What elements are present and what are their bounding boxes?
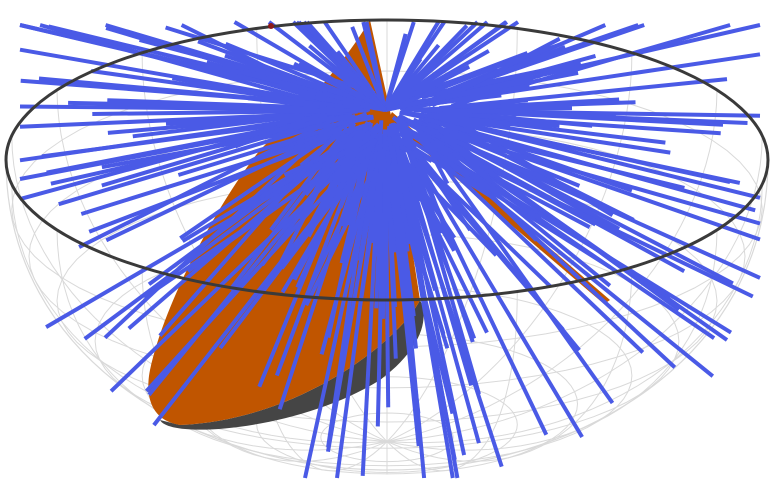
lineation-line — [400, 110, 671, 155]
lineation-line — [430, 127, 681, 312]
lineation-line — [303, 152, 379, 479]
lineation-line — [233, 20, 387, 112]
lineation-line — [306, 140, 359, 231]
lineation-line — [343, 128, 363, 157]
lineation-line — [247, 96, 320, 109]
lineation-line — [416, 126, 677, 369]
lineation-line — [383, 20, 509, 112]
lineation-line — [426, 112, 666, 145]
grid-meridian — [11, 135, 388, 443]
north-marker — [268, 23, 274, 29]
lineation-line — [424, 116, 756, 213]
lineation-line — [387, 156, 421, 447]
lineation-line — [158, 126, 344, 338]
grid-meridian — [141, 267, 388, 462]
lineation-line — [398, 144, 427, 164]
lineation-line — [78, 115, 340, 249]
lineation-line — [438, 116, 731, 184]
lineation-line — [19, 113, 328, 163]
lineation-line — [383, 33, 408, 111]
lineation-line — [401, 118, 454, 248]
lineation-line — [109, 138, 373, 393]
lineation-line — [321, 91, 386, 112]
lineation-line — [269, 126, 349, 232]
lineation-line — [384, 80, 516, 112]
lineation-line — [302, 20, 387, 112]
lineation-line — [341, 154, 371, 228]
lineation-line — [391, 133, 491, 198]
lineation-line — [384, 59, 513, 112]
hemisphere-rim — [4, 18, 770, 302]
lineation-line — [299, 132, 341, 167]
lineation-line — [143, 137, 376, 300]
lineation-line — [384, 49, 490, 112]
grid-meridian — [386, 291, 518, 472]
lineation-line — [273, 108, 369, 114]
lineation-line — [103, 121, 336, 340]
lineation-line — [127, 129, 359, 331]
lineation-line — [19, 110, 353, 129]
grid-meridian — [56, 89, 388, 443]
lineation-line — [361, 21, 387, 111]
lineation-line — [234, 112, 322, 149]
lineation-line — [257, 121, 370, 388]
lineation-line — [405, 93, 489, 111]
lineation-line — [399, 122, 481, 395]
grid-meridian — [11, 184, 388, 444]
plane-shadow — [160, 300, 424, 430]
lineation-line — [434, 23, 639, 97]
lineation-line — [413, 108, 520, 114]
lineation-line — [105, 122, 351, 243]
lineation-line — [19, 113, 352, 181]
lineation-line — [335, 133, 386, 479]
lineation-line — [101, 115, 374, 170]
lineation-line — [407, 121, 761, 226]
lineation-line — [441, 111, 517, 121]
lineation-line — [132, 111, 328, 139]
lineation-line — [391, 124, 477, 340]
lineation-line — [414, 125, 615, 405]
lineation-line — [439, 77, 728, 111]
lineation-line — [383, 20, 479, 112]
lineation-line — [38, 76, 367, 110]
lineation-line — [386, 136, 412, 245]
lineation-line — [416, 127, 612, 288]
lineation-line — [360, 120, 384, 477]
lineation-line — [350, 26, 387, 111]
lineation-line — [310, 114, 374, 122]
lineation-line — [374, 148, 384, 257]
lineation-line — [383, 20, 446, 112]
lineation-line — [105, 23, 349, 100]
lineation-line — [45, 133, 377, 329]
lineation-line — [308, 44, 387, 112]
lineation-vectors — [19, 20, 761, 479]
grid-meridian — [386, 184, 763, 444]
lineation-line — [385, 150, 394, 203]
lineation-line — [426, 122, 761, 242]
lineation-line — [326, 142, 384, 453]
lineation-line — [58, 122, 324, 207]
lineation-line — [432, 121, 492, 183]
lineation-line — [395, 149, 489, 334]
lineation-line — [277, 146, 368, 410]
